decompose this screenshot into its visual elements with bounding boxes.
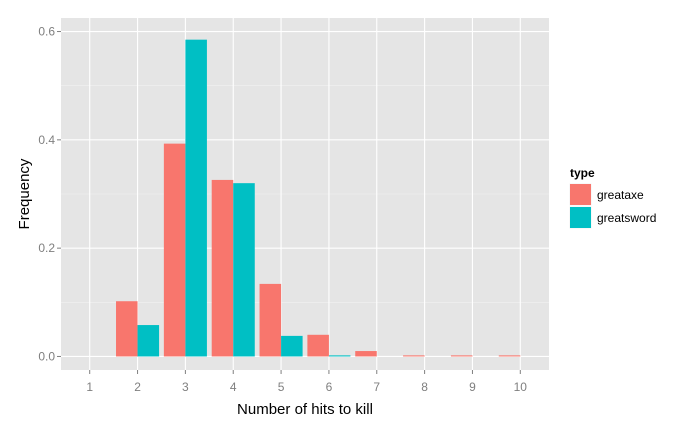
legend-label-greatsword: greatsword <box>597 211 656 225</box>
y-axis-ticks: 0.0 0.2 0.4 0.6 <box>38 25 61 363</box>
bars <box>116 39 521 357</box>
x-tick-label: 2 <box>134 380 141 394</box>
bar-greataxe-2 <box>116 301 138 357</box>
bar-greataxe-5 <box>259 283 282 357</box>
x-axis-title: Number of hits to kill <box>237 401 373 418</box>
x-tick-label: 1 <box>86 380 93 394</box>
bar-greatsword-2 <box>137 325 160 357</box>
bar-greatsword-3 <box>185 39 207 357</box>
y-axis-title: Frequency <box>16 158 33 229</box>
bar-greatsword-6 <box>328 355 351 357</box>
bar-greataxe-4 <box>211 179 234 357</box>
x-tick-label: 6 <box>326 380 333 394</box>
bar-greataxe-10 <box>498 355 521 357</box>
legend: type greataxe greatsword <box>568 166 656 230</box>
legend-items: greataxe greatsword <box>568 182 656 230</box>
bar-greataxe-8 <box>403 355 425 357</box>
bar-greatsword-4 <box>233 183 255 357</box>
x-tick-label: 7 <box>373 380 380 394</box>
x-tick-label: 4 <box>230 380 237 394</box>
x-tick-label: 5 <box>278 380 285 394</box>
legend-label-greataxe: greataxe <box>597 188 644 202</box>
x-tick-label: 3 <box>182 380 189 394</box>
x-tick-label: 10 <box>514 380 528 394</box>
y-tick-label: 0.6 <box>38 25 55 39</box>
bar-greataxe-3 <box>163 143 186 357</box>
bar-greataxe-9 <box>450 355 473 357</box>
bar-greataxe-6 <box>307 334 329 357</box>
x-tick-label: 8 <box>421 380 428 394</box>
y-tick-label: 0.4 <box>38 133 55 147</box>
y-tick-label: 0.2 <box>38 241 55 255</box>
y-tick-label: 0.0 <box>38 349 55 363</box>
legend-swatch-greatsword <box>570 207 591 228</box>
bar-greataxe-7 <box>355 351 377 357</box>
legend-title: type <box>570 166 595 180</box>
bar-greatsword-5 <box>281 335 303 357</box>
legend-swatch-greataxe <box>570 184 591 205</box>
x-tick-label: 9 <box>469 380 476 394</box>
x-axis-ticks: 1 2 3 4 5 6 7 8 9 10 <box>86 370 527 394</box>
